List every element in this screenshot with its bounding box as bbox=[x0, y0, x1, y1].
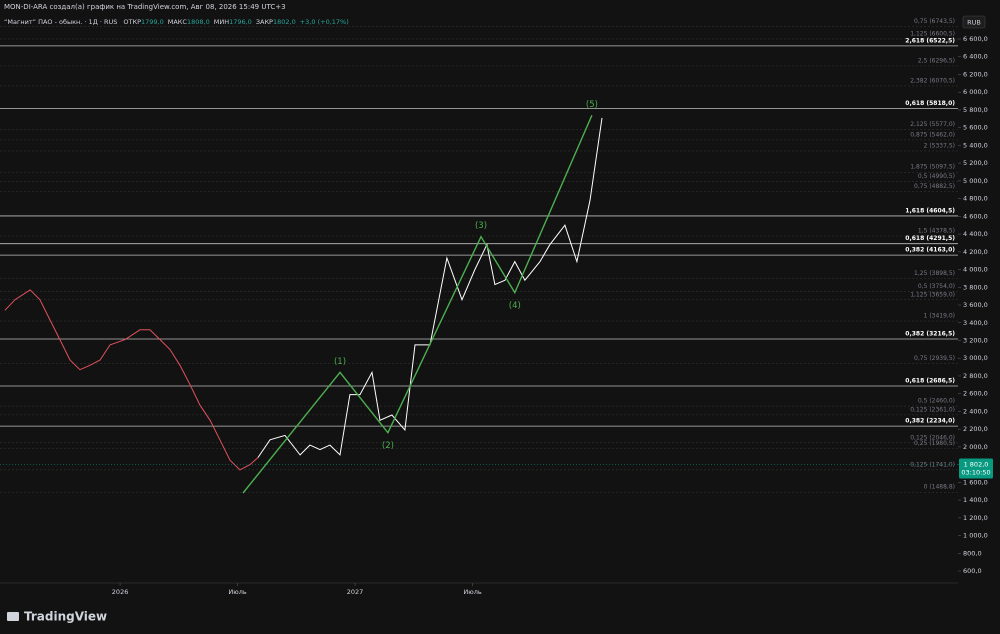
wave-label: (5) bbox=[586, 100, 598, 110]
y-tick-label: 3 800,0 bbox=[963, 283, 988, 291]
last-price-badge bbox=[959, 458, 993, 479]
y-tick-label: 3 200,0 bbox=[963, 336, 988, 344]
credit: MON-DI-ARA создал(а) график на TradingVi… bbox=[4, 3, 286, 11]
fib-label: 0,382 (4163,0) bbox=[905, 247, 955, 254]
symbol-line: “Магнит” ПАО - обыкн. · 1Д · RUS ОТКР1799… bbox=[4, 18, 349, 26]
y-tick-label: 1 400,0 bbox=[963, 496, 988, 504]
fib-label: 1 (3419,0) bbox=[924, 313, 955, 320]
fib-label: 0,75 (6743,5) bbox=[914, 18, 955, 25]
fib-label: 0,618 (2686,5) bbox=[905, 378, 955, 385]
fib-label: 0,5 (4990,5) bbox=[918, 173, 955, 180]
y-tick-label: 1 600,0 bbox=[963, 478, 988, 486]
y-tick-label: 1 200,0 bbox=[963, 514, 988, 522]
fib-label: 1,125 (3659,0) bbox=[910, 291, 955, 298]
last-price: 1 802,0 bbox=[964, 460, 989, 468]
y-tick-label: 5 800,0 bbox=[963, 106, 988, 114]
fib-label: 0,125 (2361,0) bbox=[910, 406, 955, 413]
fib-label: 0,618 (4291,5) bbox=[905, 235, 955, 242]
y-tick-label: 2 600,0 bbox=[963, 390, 988, 398]
ohlc-label: МАКС bbox=[168, 18, 188, 26]
y-tick-label: 6 400,0 bbox=[963, 53, 988, 61]
ohlc-value: 1796,0 bbox=[229, 18, 252, 26]
y-tick-label: 4 200,0 bbox=[963, 248, 988, 256]
fib-label: 1,25 (3898,5) bbox=[914, 270, 955, 277]
fib-label: 2,125 (5577,0) bbox=[910, 121, 955, 128]
symbol: “Магнит” ПАО - обыкн. · 1Д · RUS bbox=[4, 18, 117, 26]
countdown: 03:10:50 bbox=[961, 468, 990, 476]
wave-label: (3) bbox=[475, 221, 487, 231]
y-tick-label: 4 400,0 bbox=[963, 230, 988, 238]
fib-label: 0,5 (2460,0) bbox=[918, 398, 955, 405]
logo[interactable]: TradingView bbox=[7, 610, 107, 624]
ohlc-label: МИН bbox=[214, 18, 229, 26]
fib-label: 0,618 (5818,0) bbox=[905, 100, 955, 107]
logo-text[interactable]: TradingView bbox=[24, 610, 107, 624]
fib-label: 0,125 (1741,0) bbox=[910, 461, 955, 468]
ohlc-label: ЗАКР bbox=[256, 18, 273, 26]
y-tick-label: 2 000,0 bbox=[963, 443, 988, 451]
y-tick-label: 2 800,0 bbox=[963, 372, 988, 380]
y-tick-label: 1 000,0 bbox=[963, 532, 988, 540]
y-tick-label: 2 200,0 bbox=[963, 425, 988, 433]
ohlc-value: 1808,0 bbox=[187, 18, 210, 26]
y-tick-label: 5 200,0 bbox=[963, 159, 988, 167]
y-tick-label: 5 400,0 bbox=[963, 141, 988, 149]
price-line bbox=[257, 117, 603, 458]
logo-icon[interactable] bbox=[7, 612, 19, 621]
y-tick-label: 6 000,0 bbox=[963, 88, 988, 96]
change: +3,0 (+0,17%) bbox=[300, 18, 349, 26]
y-tick-label: 600,0 bbox=[963, 567, 982, 575]
ohlc-value: 1802,0 bbox=[273, 18, 296, 26]
y-tick-label: 5 000,0 bbox=[963, 177, 988, 185]
fib-label: 2 (5337,5) bbox=[924, 142, 955, 149]
fib-label: 2,618 (6522,5) bbox=[905, 37, 955, 44]
y-tick-label: 3 600,0 bbox=[963, 301, 988, 309]
x-tick-label: Июль bbox=[228, 588, 246, 596]
fib-label: 1,125 (6600,5) bbox=[910, 30, 955, 37]
y-tick-label: 4 600,0 bbox=[963, 212, 988, 220]
price-line bbox=[4, 289, 259, 471]
fib-label: 1,618 (4604,5) bbox=[905, 207, 955, 214]
y-tick-label: 2 400,0 bbox=[963, 407, 988, 415]
y-tick-label: 800,0 bbox=[963, 549, 982, 557]
x-tick-label: 2027 bbox=[347, 588, 364, 596]
fib-label: 2,382 (6070,5) bbox=[910, 77, 955, 84]
fib-label: 0,75 (4882,5) bbox=[914, 183, 955, 190]
fib-label: 0,875 (5462,0) bbox=[910, 131, 955, 138]
fib-label: 0,75 (2939,5) bbox=[914, 355, 955, 362]
fib-label: 1,875 (5097,5) bbox=[910, 164, 955, 171]
fib-label: 2,5 (6296,5) bbox=[918, 57, 955, 64]
y-tick-label: 3 400,0 bbox=[963, 319, 988, 327]
fib-label: 1,5 (4378,5) bbox=[918, 227, 955, 234]
wave-label: (2) bbox=[382, 441, 394, 451]
fib-label: 0 (1488,8) bbox=[924, 484, 955, 491]
y-tick-label: 4 000,0 bbox=[963, 266, 988, 274]
y-tick-label: 6 200,0 bbox=[963, 70, 988, 78]
ohlc-label: ОТКР bbox=[123, 18, 141, 26]
wave-label: (1) bbox=[334, 357, 346, 367]
y-tick-label: 4 800,0 bbox=[963, 195, 988, 203]
x-tick-label: Июль bbox=[463, 588, 481, 596]
fib-label: 0,382 (2234,0) bbox=[905, 418, 955, 425]
currency-badge[interactable] bbox=[962, 15, 986, 29]
fib-label: 0,382 (3216,5) bbox=[905, 331, 955, 338]
x-tick-label: 2026 bbox=[112, 588, 129, 596]
y-tick-label: 6 600,0 bbox=[963, 35, 988, 43]
y-tick-label: 3 000,0 bbox=[963, 354, 988, 362]
ohlc-value: 1799,0 bbox=[141, 18, 164, 26]
currency[interactable]: RUB bbox=[967, 19, 981, 27]
y-tick-label: 5 600,0 bbox=[963, 124, 988, 132]
fib-label: 0,25 (1980,5) bbox=[914, 440, 955, 447]
wave-label: (4) bbox=[509, 301, 521, 311]
fib-label: 0,125 (2046,0) bbox=[910, 434, 955, 441]
price-line bbox=[242, 115, 593, 494]
fib-label: 0,5 (3754,0) bbox=[918, 283, 955, 290]
